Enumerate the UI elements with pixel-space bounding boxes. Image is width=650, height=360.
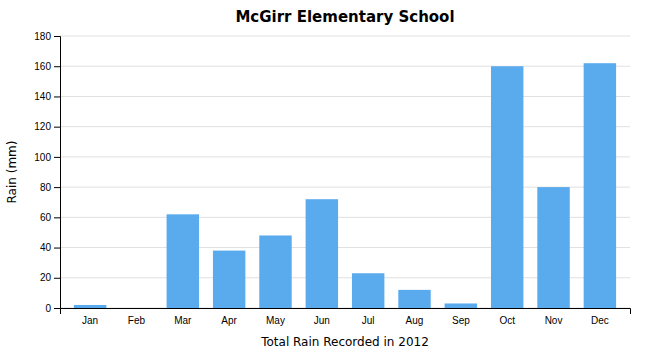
y-tick: 20: [40, 272, 60, 283]
bar: [537, 187, 569, 308]
bar: [491, 66, 523, 308]
grid-line: [60, 66, 630, 67]
y-tick: 60: [40, 212, 60, 223]
y-tick-label: 80: [40, 182, 52, 193]
y-tick-mark: [54, 157, 60, 158]
title: McGirr Elementary School: [235, 8, 454, 26]
x-axis-title: Total Rain Recorded in 2012: [260, 335, 429, 349]
x-tick: Aug: [406, 315, 424, 326]
y-tick-label: 120: [34, 121, 51, 132]
x-tick: Jul: [362, 315, 375, 326]
x-tick-label: Mar: [174, 315, 192, 326]
x-tick: Oct: [499, 315, 515, 326]
y-tick-mark: [54, 96, 60, 97]
grid-line: [60, 126, 630, 127]
y-axis-title: Rain (mm): [5, 141, 19, 204]
y-tick-mark: [54, 278, 60, 279]
x-tick-label: Nov: [545, 315, 563, 326]
x-tick-label: Jan: [82, 315, 98, 326]
plot: 020406080100120140160180JanFebMarAprMayJ…: [34, 31, 630, 326]
grid-line: [60, 156, 630, 157]
x-tick: Jan: [82, 315, 98, 326]
x-tick-label: Oct: [499, 315, 515, 326]
x-tick: Nov: [545, 315, 563, 326]
y-tick-mark: [54, 187, 60, 188]
x-tick-label: May: [266, 315, 285, 326]
y-tick-label: 0: [45, 303, 51, 314]
chart: 020406080100120140160180JanFebMarAprMayJ…: [0, 0, 650, 360]
bar: [584, 63, 616, 308]
y-tick: 160: [34, 61, 60, 72]
y-tick: 40: [40, 242, 60, 253]
bar: [398, 290, 430, 308]
bar: [167, 214, 199, 308]
x-tick: Sep: [452, 315, 470, 326]
x-tick-label: Jun: [314, 315, 330, 326]
y-tick-label: 20: [40, 272, 52, 283]
y-tick: 120: [34, 121, 60, 132]
x-tick: Jun: [314, 315, 330, 326]
x-tick-label: Jul: [362, 315, 375, 326]
x-tick: Dec: [591, 315, 609, 326]
y-tick: 80: [40, 182, 60, 193]
x-tick-label: Aug: [406, 315, 424, 326]
y-tick-label: 180: [34, 31, 51, 42]
bar: [352, 273, 384, 308]
bar: [306, 199, 338, 308]
y-tick-mark: [54, 36, 60, 37]
y-axis: 0 20 40 60 80 100 120 140 160 180: [34, 31, 60, 314]
y-axis-line: [54, 37, 61, 309]
x-tick-label: Feb: [128, 315, 146, 326]
y-tick-mark: [54, 248, 60, 249]
y-tick: 180: [34, 31, 60, 42]
y-tick: 100: [34, 152, 60, 163]
x-axis-line: [61, 309, 631, 315]
y-tick-label: 60: [40, 212, 52, 223]
bar: [259, 235, 291, 308]
y-tick-mark: [54, 66, 60, 67]
x-tick: May: [266, 315, 285, 326]
y-tick-mark: [54, 308, 60, 309]
y-tick-mark: [54, 127, 60, 128]
x-tick: Feb: [128, 315, 146, 326]
y-tick-mark: [54, 217, 60, 218]
x-tick: Apr: [221, 315, 237, 326]
x-tick-label: Dec: [591, 315, 609, 326]
y-tick-label: 160: [34, 61, 51, 72]
grid: [60, 36, 630, 308]
bars: [74, 63, 616, 308]
bar: [120, 308, 152, 309]
x-axis: Jan Feb Mar Apr May Jun Jul Aug Sep Oct Nov Dec: [61, 309, 631, 327]
y-tick: 140: [34, 91, 60, 102]
y-tick-label: 140: [34, 91, 51, 102]
x-tick-label: Apr: [221, 315, 237, 326]
bar: [445, 303, 477, 308]
bar: [74, 305, 106, 308]
y-tick: 0: [45, 303, 60, 314]
y-tick-label: 100: [34, 152, 51, 163]
grid-line: [60, 96, 630, 97]
grid-line: [60, 36, 630, 37]
bar: [213, 251, 245, 308]
x-tick: Mar: [174, 315, 192, 326]
x-tick-label: Sep: [452, 315, 470, 326]
y-tick-label: 40: [40, 242, 52, 253]
